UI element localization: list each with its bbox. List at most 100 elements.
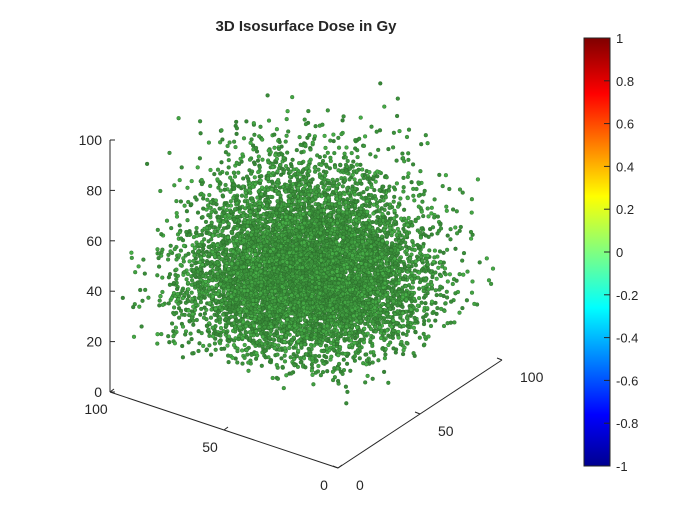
scatter-point: [440, 264, 445, 269]
scatter-point: [344, 308, 349, 313]
scatter-point: [345, 238, 350, 243]
scatter-point: [352, 290, 358, 295]
scatter-point: [336, 135, 341, 140]
scatter-point: [319, 181, 324, 186]
scatter-point: [312, 165, 317, 170]
scatter-point: [326, 185, 331, 190]
scatter-point: [382, 104, 387, 109]
scatter-point: [335, 342, 340, 347]
scatter-point: [445, 279, 450, 284]
scatter-point: [342, 226, 347, 231]
scatter-point: [427, 248, 432, 253]
scatter-point: [419, 300, 424, 305]
scatter-point: [400, 311, 405, 316]
scatter-point: [366, 298, 371, 303]
scatter-point: [316, 210, 321, 215]
scatter-point: [360, 231, 365, 236]
scatter-point: [477, 260, 482, 265]
scatter-point: [343, 155, 348, 160]
scatter-point: [313, 124, 318, 129]
scatter-point: [323, 193, 328, 198]
scatter-point: [391, 299, 396, 304]
scatter-point: [357, 356, 362, 361]
scatter-point: [417, 296, 422, 301]
scatter-point: [340, 249, 345, 254]
scatter-point: [405, 174, 410, 179]
scatter-point: [375, 293, 380, 298]
scatter-point: [367, 170, 372, 175]
scatter-point: [441, 323, 447, 329]
scatter-point: [352, 354, 357, 359]
scatter-point: [317, 193, 322, 198]
scatter-point: [314, 218, 319, 223]
scatter-point: [365, 373, 370, 378]
scatter-point: [328, 303, 333, 308]
scatter-point: [449, 299, 454, 304]
scatter-point: [343, 331, 348, 336]
scatter-point: [396, 287, 401, 292]
scatter-point: [331, 347, 336, 352]
scatter-point: [285, 109, 290, 114]
scatter-point: [360, 167, 365, 172]
scatter-point: [335, 177, 340, 183]
scatter-point: [407, 267, 412, 272]
scatter-point: [303, 121, 308, 127]
scatter-point: [297, 161, 302, 166]
y-tick-label: 0: [356, 477, 364, 493]
scatter-point: [384, 261, 389, 266]
scatter-point: [331, 258, 336, 264]
scatter-point: [418, 169, 423, 174]
scatter-point: [448, 320, 453, 325]
scatter-point: [414, 186, 419, 192]
scatter-point: [352, 177, 357, 182]
scatter-point: [331, 132, 336, 137]
scatter-point: [317, 172, 322, 177]
scatter-point: [399, 240, 404, 245]
scatter-point: [304, 231, 309, 236]
scatter-point: [416, 275, 421, 280]
scatter-point: [365, 186, 370, 191]
scatter-point: [421, 331, 426, 336]
scatter-point: [342, 151, 347, 156]
scatter-point: [423, 277, 428, 282]
scatter-point: [320, 263, 325, 268]
scatter-point: [426, 214, 431, 219]
scatter-point: [421, 315, 426, 320]
scatter-point: [382, 227, 387, 232]
scatter-point: [378, 265, 383, 271]
scatter-point: [369, 193, 374, 198]
scatter-point: [422, 268, 427, 273]
scatter-point: [425, 206, 430, 211]
scatter-point: [355, 256, 360, 262]
scatter-point: [434, 276, 439, 281]
scatter-point: [417, 270, 422, 275]
scatter-point: [358, 206, 363, 211]
scatter-point: [357, 178, 363, 183]
scatter-point: [312, 263, 317, 269]
scatter-point: [360, 251, 365, 256]
scatter-point: [461, 272, 466, 277]
scatter-point: [401, 189, 406, 194]
scatter-point: [367, 214, 372, 219]
scatter-point: [428, 323, 434, 329]
scatter-point: [322, 315, 327, 320]
scatter-point: [442, 308, 447, 313]
scatter-point: [345, 361, 350, 366]
scatter-point: [363, 134, 368, 139]
scatter-point: [404, 219, 409, 224]
scatter-point: [419, 142, 424, 147]
scatter-point: [385, 328, 390, 333]
scatter-points: [120, 81, 496, 406]
scatter-point: [308, 147, 313, 152]
scatter-point: [406, 151, 411, 156]
scatter-point: [408, 256, 413, 261]
scatter-point: [309, 243, 314, 248]
x-tick-label: 0: [320, 477, 328, 493]
scatter-point: [388, 251, 393, 256]
scatter-point: [419, 254, 424, 259]
scatter-point: [405, 196, 410, 201]
scatter-point: [460, 190, 465, 195]
scatter-point: [323, 288, 328, 293]
scatter-point: [386, 147, 391, 152]
scatter-point: [447, 272, 452, 277]
